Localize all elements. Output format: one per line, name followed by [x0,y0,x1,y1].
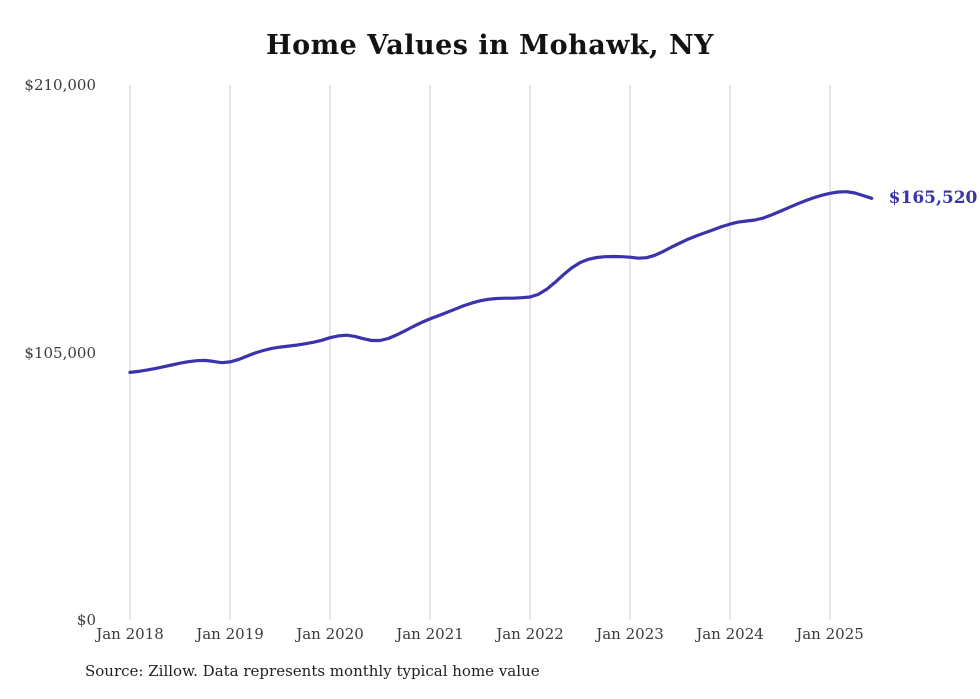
x-tick-label: Jan 2025 [796,625,864,643]
y-tick-label: $105,000 [24,343,96,362]
x-tick-label: Jan 2023 [596,625,664,643]
x-tick-label: Jan 2024 [696,625,764,643]
x-tick-label: Jan 2020 [296,625,364,643]
x-tick-label: Jan 2021 [396,625,464,643]
source-note: Source: Zillow. Data represents monthly … [85,662,540,680]
chart-title: Home Values in Mohawk, NY [266,30,714,61]
x-tick-label: Jan 2019 [196,625,264,643]
x-tick-label: Jan 2018 [96,625,164,643]
y-tick-label: $210,000 [24,76,96,94]
x-tick-label: Jan 2022 [496,625,564,643]
y-axis: $0 $105,000 $210,000 [0,0,96,699]
y-tick-label: $0 [76,611,96,629]
final-value-label: $165,520 [888,188,978,209]
